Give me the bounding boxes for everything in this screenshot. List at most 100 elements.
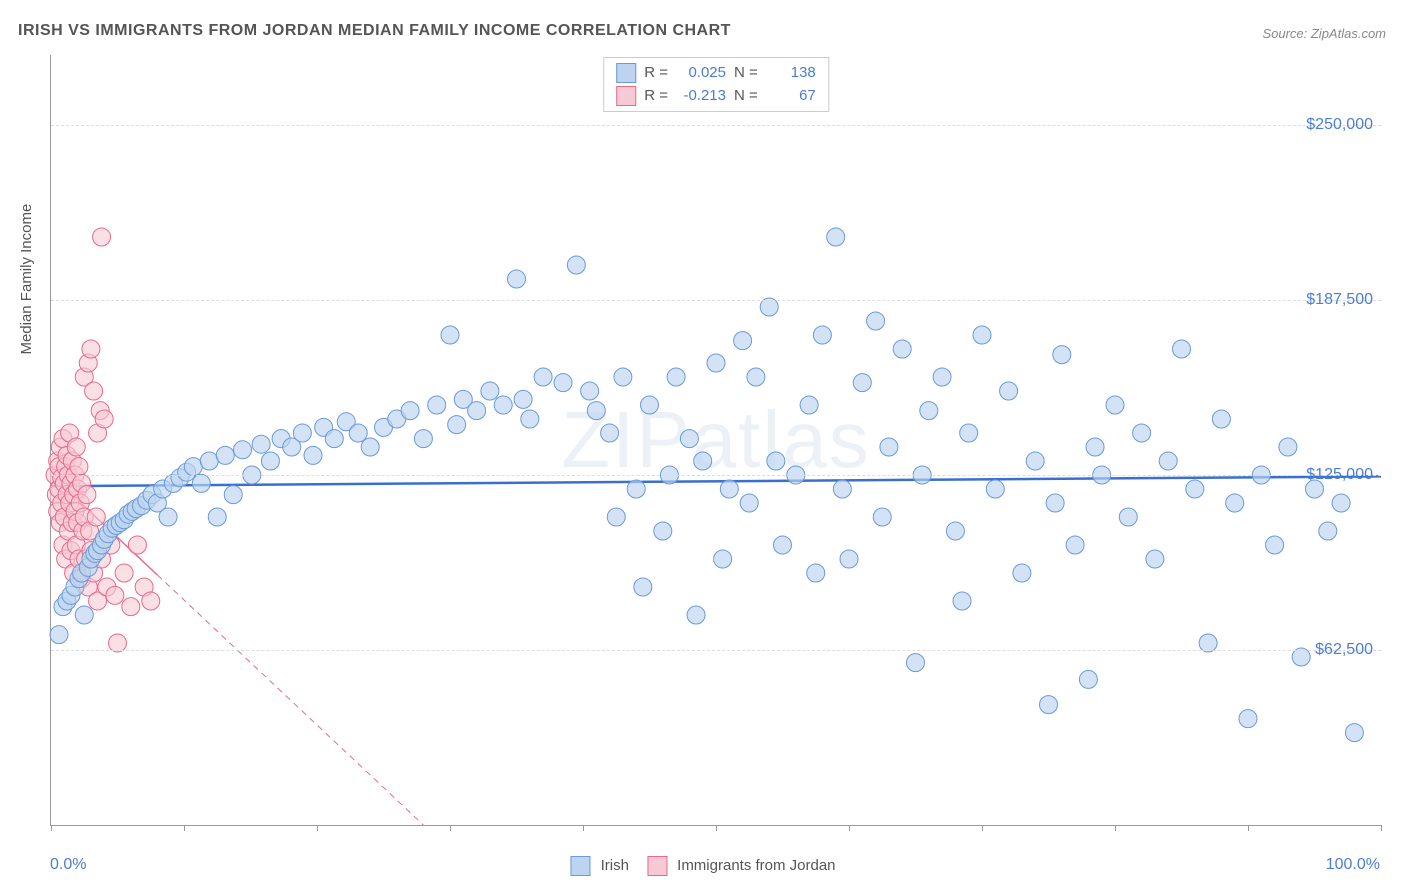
data-point: [581, 382, 599, 400]
gridline: [51, 125, 1381, 126]
data-point: [50, 626, 68, 644]
data-point: [481, 382, 499, 400]
legend-swatch-jordan: [647, 856, 667, 876]
legend-label-irish: Irish: [601, 857, 629, 874]
data-point: [1000, 382, 1018, 400]
x-tick: [849, 825, 850, 831]
data-point: [325, 430, 343, 448]
data-point: [1345, 724, 1363, 742]
data-point: [401, 402, 419, 420]
data-point: [1332, 494, 1350, 512]
gridline: [51, 475, 1381, 476]
stats-row-irish: R = 0.025 N = 138: [616, 62, 816, 85]
r-label: R =: [644, 62, 668, 85]
data-point: [1079, 670, 1097, 688]
data-point: [304, 446, 322, 464]
y-tick-label: $125,000: [1306, 466, 1373, 484]
data-point: [601, 424, 619, 442]
data-point: [953, 592, 971, 610]
data-point: [1053, 346, 1071, 364]
data-point: [441, 326, 459, 344]
data-point: [70, 458, 88, 476]
data-point: [1040, 696, 1058, 714]
x-tick: [1248, 825, 1249, 831]
data-point: [159, 508, 177, 526]
data-point: [1086, 438, 1104, 456]
n-value-jordan: 67: [766, 85, 816, 108]
data-point: [1212, 410, 1230, 428]
data-point: [807, 564, 825, 582]
data-point: [468, 402, 486, 420]
gridline: [51, 300, 1381, 301]
data-point: [973, 326, 991, 344]
data-point: [840, 550, 858, 568]
data-point: [85, 382, 103, 400]
data-point: [680, 430, 698, 448]
x-max-label: 100.0%: [1326, 856, 1380, 874]
data-point: [1013, 564, 1031, 582]
data-point: [554, 374, 572, 392]
source-label: Source: ZipAtlas.com: [1262, 26, 1386, 41]
data-point: [1159, 452, 1177, 470]
chart-title: IRISH VS IMMIGRANTS FROM JORDAN MEDIAN F…: [18, 22, 731, 40]
data-point: [122, 598, 140, 616]
scatter-svg: [51, 55, 1381, 825]
data-point: [106, 586, 124, 604]
x-tick: [716, 825, 717, 831]
data-point: [986, 480, 1004, 498]
data-point: [514, 390, 532, 408]
data-point: [707, 354, 725, 372]
data-point: [534, 368, 552, 386]
swatch-jordan: [616, 86, 636, 106]
y-tick-label: $187,500: [1306, 291, 1373, 309]
data-point: [587, 402, 605, 420]
data-point: [654, 522, 672, 540]
data-point: [880, 438, 898, 456]
data-point: [1026, 452, 1044, 470]
x-tick: [583, 825, 584, 831]
data-point: [115, 564, 133, 582]
data-point: [216, 446, 234, 464]
y-tick-label: $62,500: [1315, 641, 1373, 659]
bottom-legend: Irish Immigrants from Jordan: [570, 856, 835, 876]
data-point: [1133, 424, 1151, 442]
data-point: [833, 480, 851, 498]
data-point: [1279, 438, 1297, 456]
data-point: [767, 452, 785, 470]
data-point: [1186, 480, 1204, 498]
data-point: [614, 368, 632, 386]
data-point: [893, 340, 911, 358]
data-point: [428, 396, 446, 414]
x-min-label: 0.0%: [50, 856, 86, 874]
data-point: [142, 592, 160, 610]
swatch-irish: [616, 63, 636, 83]
gridline: [51, 650, 1381, 651]
data-point: [208, 508, 226, 526]
data-point: [873, 508, 891, 526]
data-point: [75, 606, 93, 624]
data-point: [867, 312, 885, 330]
n-label: N =: [734, 62, 758, 85]
x-tick: [982, 825, 983, 831]
data-point: [1226, 494, 1244, 512]
legend-item-jordan: Immigrants from Jordan: [647, 856, 836, 876]
data-point: [687, 606, 705, 624]
data-point: [1319, 522, 1337, 540]
data-point: [946, 522, 964, 540]
data-point: [1146, 550, 1164, 568]
data-point: [774, 536, 792, 554]
data-point: [508, 270, 526, 288]
x-tick: [1381, 825, 1382, 831]
data-point: [1266, 536, 1284, 554]
data-point: [734, 332, 752, 350]
data-point: [261, 452, 279, 470]
x-tick: [51, 825, 52, 831]
data-point: [128, 536, 146, 554]
data-point: [521, 410, 539, 428]
legend-item-irish: Irish: [570, 856, 629, 876]
legend-label-jordan: Immigrants from Jordan: [677, 857, 835, 874]
stats-row-jordan: R = -0.213 N = 67: [616, 85, 816, 108]
data-point: [1106, 396, 1124, 414]
data-point: [252, 435, 270, 453]
data-point: [1046, 494, 1064, 512]
